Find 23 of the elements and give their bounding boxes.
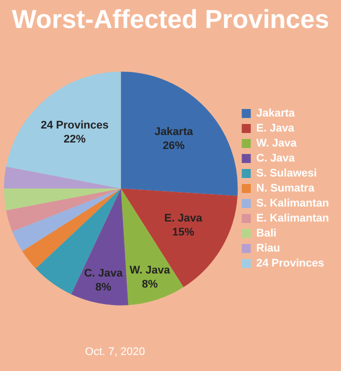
legend-label: N. Sumatra [256,182,316,195]
data-label: 22% [64,134,86,146]
legend-label: Riau [256,242,280,255]
slice-label: E. Java [164,212,204,224]
legend-label: 24 Provinces [256,258,324,270]
data-label: 8% [142,278,158,290]
slice-label: Jakarta [154,126,194,138]
data-label: 15% [172,226,194,238]
slice-label: W. Java [130,264,171,276]
data-label: 8% [95,281,112,294]
slice-label: 24 Provinces [40,120,109,132]
legend-label: S. Kalimantan [256,198,330,210]
legend-label: C. Java [256,152,296,165]
chart-title: Worst-Affected Provinces [10,3,330,36]
legend-label: W. Java [256,138,298,150]
legend-label: S. Sulawesi [256,168,317,180]
slice-label: C. Java [84,267,124,280]
legend-label: E. Kalimantan [256,212,330,225]
text: Oct. 7, 2020 [84,346,146,358]
legend-label: Jakarta [256,108,296,120]
legend-label: Bali [256,228,276,240]
data-label: 26% [162,140,185,152]
legend-label: E. Java [256,122,296,135]
